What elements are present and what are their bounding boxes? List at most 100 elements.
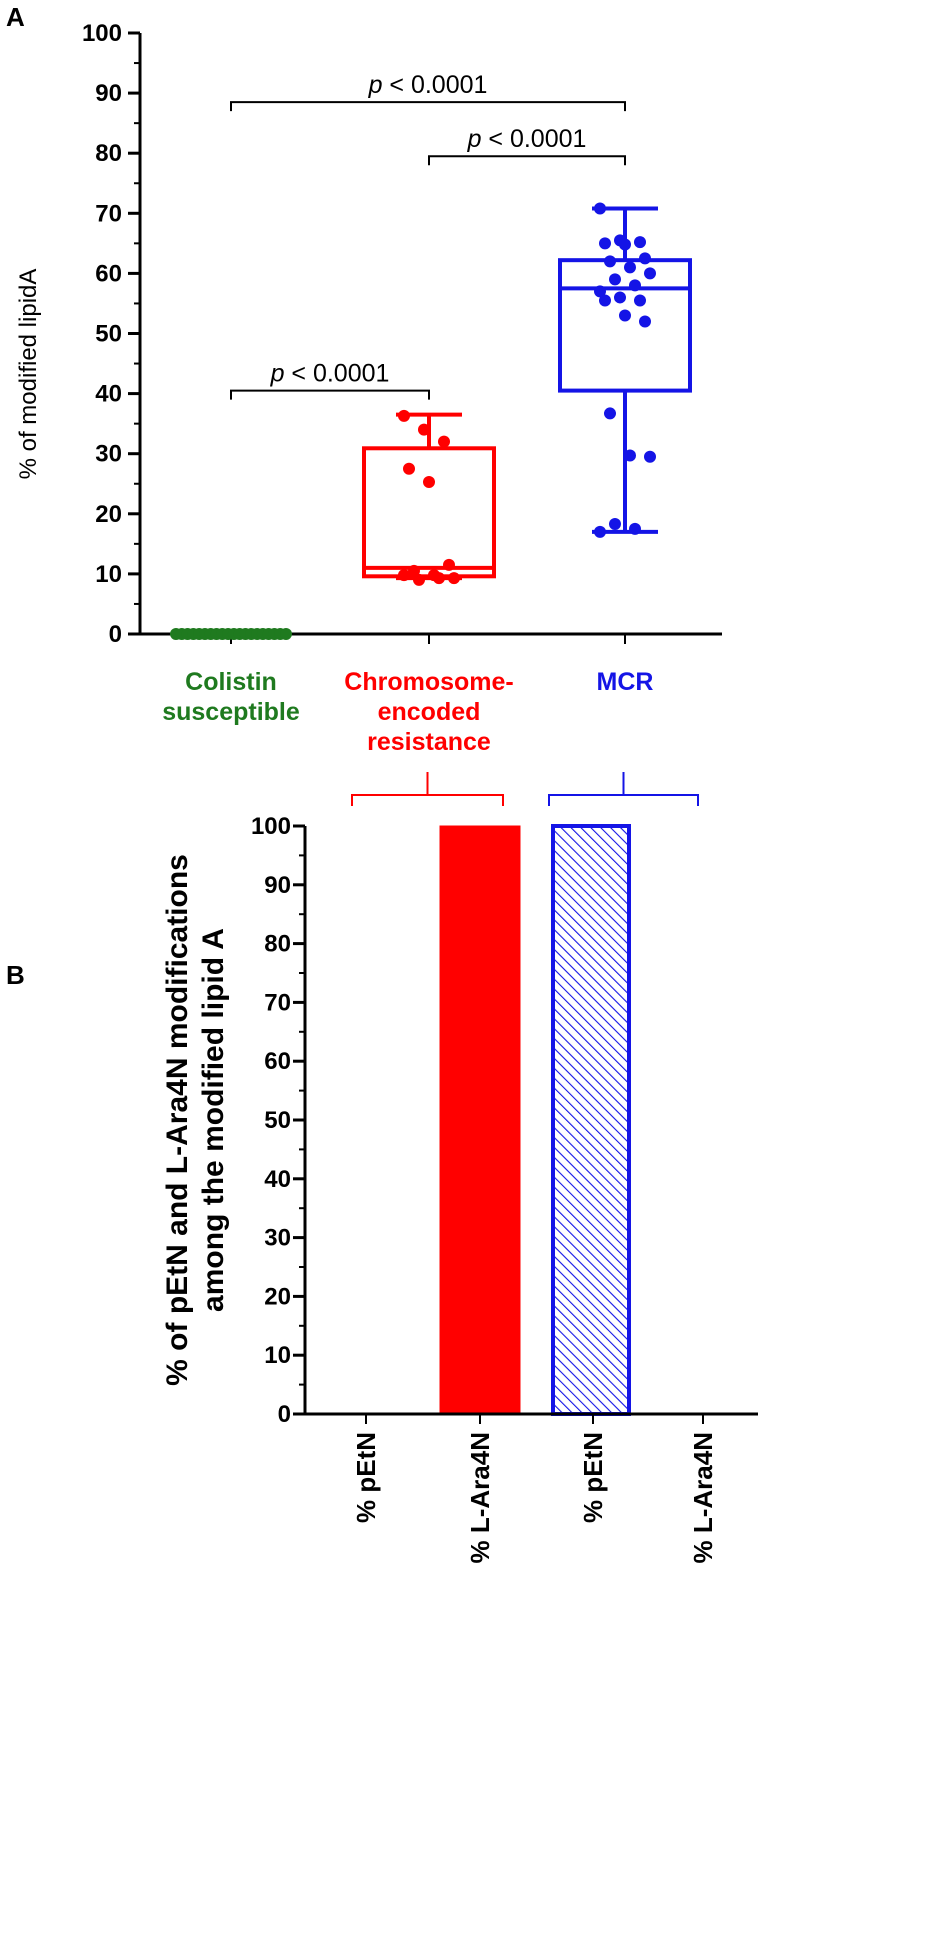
data-point	[398, 409, 410, 422]
data-point	[614, 291, 626, 304]
panel-a-y-ticks: 0 10 20 30 40 50 60 70 80 90 100	[82, 20, 140, 648]
bar-category-label: % pEtN	[578, 1432, 608, 1523]
panel-a-y-tick-label: 80	[95, 140, 122, 167]
box-iqr	[362, 446, 496, 579]
data-point	[604, 255, 616, 268]
data-point	[599, 237, 611, 250]
panel-a-boxes	[362, 206, 692, 581]
data-point	[629, 522, 641, 535]
panel-letter-a: A	[6, 2, 25, 32]
data-point	[443, 558, 455, 571]
panel-a-y-tick-label: 10	[95, 561, 122, 588]
panel-b-y-tick-label: 60	[264, 1048, 291, 1075]
panel-a-axes	[138, 33, 722, 644]
panel-b-categories: % pEtN % L-Ara4N % pEtN % L-Ara4N	[351, 1432, 718, 1563]
panel-b-y-tick-label: 90	[264, 872, 291, 899]
data-point	[594, 525, 606, 538]
bar-solid	[439, 825, 521, 1415]
significance-label-p: p	[467, 125, 482, 153]
panel-b-axes	[303, 826, 758, 1424]
data-point	[619, 238, 631, 251]
data-point	[604, 407, 616, 420]
bar-category-label: % L-Ara4N	[688, 1432, 718, 1563]
data-point	[594, 202, 606, 215]
data-point	[639, 315, 651, 328]
significance-bracket	[428, 155, 626, 166]
category-label: MCR	[597, 668, 654, 696]
data-point	[423, 475, 435, 488]
significance-label-value: < 0.0001	[284, 360, 389, 388]
panel-a-y-tick-label: 50	[95, 321, 122, 348]
data-point	[619, 309, 631, 322]
data-point	[408, 564, 420, 577]
panel-a-y-tick-label: 0	[109, 621, 122, 648]
panel-b-y-tick-label: 50	[264, 1107, 291, 1134]
data-point	[644, 450, 656, 463]
panel-b-y-tick-label: 100	[251, 813, 291, 840]
bar-category-label: % L-Ara4N	[465, 1432, 495, 1563]
category-label: Chromosome-	[344, 668, 513, 696]
data-point	[629, 279, 641, 292]
data-point	[644, 267, 656, 280]
panel-b-y-tick-label: 10	[264, 1342, 291, 1369]
data-point	[280, 628, 292, 640]
panel-b-y-axis-title: % of pEtN and L-Ara4N modifications among…	[161, 854, 230, 1386]
panel-b-y-tick-label: 70	[264, 989, 291, 1016]
panel-b-y-tick-label: 20	[264, 1283, 291, 1310]
panel-b-y-axis-title-line: % of pEtN and L-Ara4N modifications	[161, 854, 194, 1386]
data-point	[599, 294, 611, 307]
category-label: encoded	[378, 698, 481, 726]
data-point	[403, 462, 415, 475]
category-label: susceptible	[162, 698, 300, 726]
significance-bracket	[230, 389, 430, 400]
panel-b-y-ticks: 0 10 20 30 40 50 60 70 80 90 100	[251, 813, 305, 1428]
data-point	[398, 569, 410, 582]
group-bracket	[351, 772, 504, 806]
panel-a-y-tick-label: 20	[95, 501, 122, 528]
category-label: Colistin	[185, 668, 277, 696]
group-bracket	[548, 772, 699, 806]
panel-b-y-axis-title-line: among the modified lipid A	[197, 928, 230, 1312]
panel-a-points	[170, 202, 656, 640]
data-point	[609, 518, 621, 531]
panel-a-y-tick-label: 70	[95, 200, 122, 227]
panel-b-group-brackets	[351, 772, 699, 806]
data-point	[624, 261, 636, 274]
panel-b-y-tick-label: 80	[264, 931, 291, 958]
significance-label-value: < 0.0001	[481, 125, 586, 153]
panel-a-y-tick-label: 100	[82, 20, 122, 47]
data-point	[418, 423, 430, 436]
data-point	[448, 572, 460, 585]
panel-a-y-tick-label: 60	[95, 260, 122, 287]
data-point	[639, 252, 651, 265]
significance-bracket	[230, 101, 626, 112]
data-point	[609, 273, 621, 286]
panel-b-y-tick-label: 40	[264, 1166, 291, 1193]
significance-label: p < 0.0001	[270, 360, 390, 388]
data-point	[594, 285, 606, 298]
significance-label: p < 0.0001	[368, 71, 488, 99]
panel-b-y-tick-label: 0	[278, 1401, 291, 1428]
panel-a-y-tick-label: 90	[95, 80, 122, 107]
box-iqr	[558, 258, 692, 393]
data-point	[634, 236, 646, 249]
panel-a-y-axis-title: % of modified lipidA	[15, 269, 42, 480]
data-point	[624, 449, 636, 462]
panel-a-y-tick-label: 40	[95, 381, 122, 408]
bar-hatched	[551, 824, 631, 1416]
significance-label-p: p	[270, 360, 285, 388]
significance-label-p: p	[368, 71, 383, 99]
data-point	[634, 294, 646, 307]
data-point	[438, 435, 450, 448]
category-label: resistance	[367, 728, 491, 756]
bar-category-label: % pEtN	[351, 1432, 381, 1523]
panel-b-bars	[439, 824, 631, 1416]
panel-letter-b: B	[6, 960, 25, 990]
panel-b-y-tick-label: 30	[264, 1225, 291, 1252]
data-point	[433, 572, 445, 585]
